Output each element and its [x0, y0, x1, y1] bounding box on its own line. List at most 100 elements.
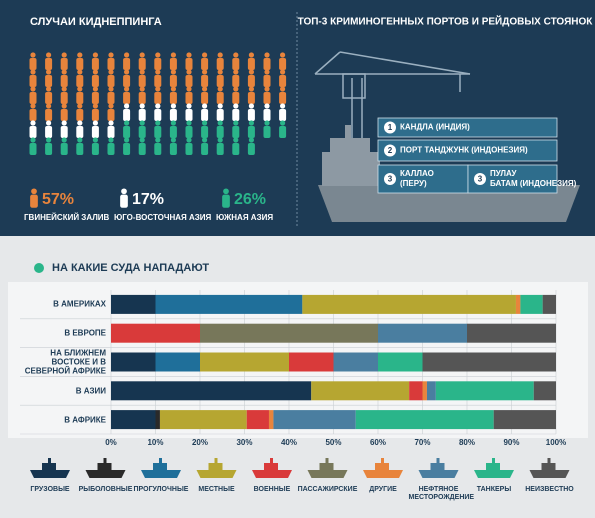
legend-mast	[270, 458, 273, 463]
person-body	[45, 58, 53, 70]
x-tick-label: 30%	[236, 438, 252, 447]
pictogram-person	[60, 52, 68, 70]
pictogram-person	[123, 52, 131, 70]
pictogram-person	[107, 103, 115, 121]
bar-segment	[111, 381, 312, 401]
legend-label: МЕСТНЫЕ	[198, 486, 235, 493]
person-head	[139, 120, 145, 126]
pictogram-person	[123, 86, 131, 104]
pictogram-person	[216, 120, 224, 138]
person-body	[185, 58, 193, 70]
person-head	[124, 120, 130, 126]
person-head	[170, 69, 176, 75]
x-tick-label: 10%	[147, 438, 163, 447]
person-head	[92, 69, 98, 75]
pictogram-person	[232, 103, 240, 121]
person-body	[76, 126, 84, 138]
pictogram-person	[279, 103, 287, 121]
legend-label: ТАНКЕРЫ	[476, 486, 512, 493]
bar-segment	[493, 410, 556, 430]
person-head	[61, 120, 67, 126]
bar-segment	[467, 323, 556, 343]
bar-segment	[111, 410, 156, 430]
person-body	[60, 143, 68, 155]
person-body	[45, 143, 53, 155]
pictogram-person	[60, 120, 68, 138]
legend-icon	[307, 458, 348, 478]
pictogram-person	[154, 103, 162, 121]
person-body	[263, 126, 271, 138]
legend-icon	[141, 458, 181, 478]
pictogram-person	[76, 69, 84, 87]
person-body	[216, 75, 224, 87]
pictogram-person	[76, 137, 84, 155]
person-head	[264, 120, 270, 126]
person-head	[139, 69, 145, 75]
person-body	[185, 143, 193, 155]
pictogram-person	[107, 137, 115, 155]
legend-hull	[141, 470, 181, 478]
pictogram-person	[45, 137, 53, 155]
stat-icon	[222, 188, 230, 208]
pictogram-person	[279, 120, 287, 138]
person-head	[77, 120, 83, 126]
x-tick-label: 100%	[546, 438, 566, 447]
bar-segment	[515, 294, 521, 314]
person-head	[233, 137, 239, 143]
person-head	[108, 120, 114, 126]
kidnap-title: СЛУЧАИ КИДНЕППИНГА	[30, 16, 162, 28]
person-head	[248, 120, 254, 126]
person-body	[45, 92, 53, 104]
person-head	[170, 103, 176, 109]
person-head	[202, 120, 208, 126]
pictogram-person	[247, 52, 255, 70]
port-box	[377, 139, 558, 162]
port-rank-badge	[384, 144, 396, 157]
pictogram-person	[216, 86, 224, 104]
person-body	[123, 126, 131, 138]
ports-title: ТОП-3 КРИМИНОГЕННЫХ ПОРТОВ И РЕЙДОВЫХ СТ…	[298, 15, 594, 28]
legend-mast	[492, 458, 495, 463]
pictogram-person	[185, 69, 193, 87]
bar-segment	[273, 410, 356, 430]
person-body	[76, 143, 84, 155]
category-label: В ЕВРОПЕ	[64, 328, 106, 338]
pictogram-person	[201, 120, 209, 138]
person-body	[216, 143, 224, 155]
person-body	[169, 143, 177, 155]
port-rank: 1	[388, 123, 393, 132]
person-body	[107, 58, 115, 70]
pictogram-person	[91, 103, 99, 121]
person-body	[30, 194, 38, 208]
person-body	[201, 109, 209, 121]
person-head	[30, 69, 36, 75]
stat-value: 26%	[234, 191, 266, 208]
person-head	[108, 52, 114, 58]
person-head	[108, 137, 114, 143]
bar-segment	[378, 323, 467, 343]
person-head	[124, 69, 130, 75]
legend-deck	[430, 463, 445, 470]
x-tick-label: 60%	[370, 438, 386, 447]
person-head	[186, 120, 192, 126]
person-body	[138, 126, 146, 138]
pictogram-person	[29, 52, 37, 70]
person-body	[45, 75, 53, 87]
pictogram-person	[29, 103, 37, 121]
pictogram-person	[169, 69, 177, 87]
pictogram-person	[263, 69, 271, 87]
person-head	[92, 120, 98, 126]
pictogram-person	[263, 86, 271, 104]
person-head	[77, 86, 83, 92]
legend-mast	[325, 458, 329, 463]
person-head	[61, 69, 67, 75]
x-tick-label: 20%	[192, 438, 208, 447]
stat-value: 17%	[132, 191, 164, 208]
pictogram-person	[185, 52, 193, 70]
bar-segment	[155, 294, 303, 314]
legend-label: НЕФТЯНОЕ МЕСТОРОЖДЕНИЕ	[408, 486, 475, 501]
person-head	[30, 120, 36, 126]
bar-segment	[268, 410, 274, 430]
